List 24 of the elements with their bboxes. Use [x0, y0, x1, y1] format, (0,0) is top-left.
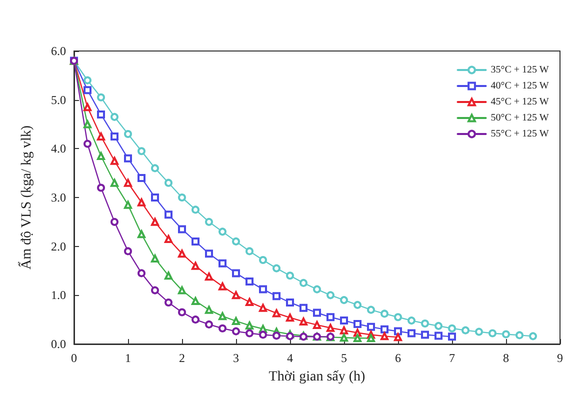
legend-label: 50°C + 125 W	[490, 112, 550, 124]
x-tick-label: 5	[341, 351, 347, 365]
x-tick-label: 0	[71, 351, 77, 365]
y-tick-label: 5.0	[51, 92, 66, 107]
x-tick-label: 3	[233, 351, 239, 365]
x-tick-label: 8	[503, 351, 509, 365]
legend-label: 40°C + 125 W	[490, 80, 550, 92]
y-tick-label: 6.0	[51, 44, 66, 58]
y-tick-label: 2.0	[51, 239, 66, 254]
y-axis-title: Ẩm độ VLS (kga/ kg vlk)	[18, 125, 34, 270]
y-tick-label: 4.0	[51, 142, 66, 156]
legend-label: 35°C + 125 W	[490, 64, 550, 76]
x-tick-label: 9	[557, 351, 563, 365]
legend-label: 55°C + 125 W	[490, 128, 550, 140]
y-tick-label: 1.0	[51, 288, 66, 302]
x-tick-label: 4	[287, 351, 293, 365]
x-tick-label: 2	[179, 351, 185, 365]
x-tick-label: 1	[125, 351, 131, 365]
legend-label: 45°C + 125 W	[490, 96, 550, 108]
x-tick-label: 6	[395, 351, 401, 365]
x-tick-label: 7	[449, 351, 455, 365]
y-tick-label: 3.0	[51, 190, 66, 204]
x-axis-title: Thời gian sấy (h)	[268, 370, 366, 384]
y-tick-label: 0.0	[51, 337, 66, 351]
